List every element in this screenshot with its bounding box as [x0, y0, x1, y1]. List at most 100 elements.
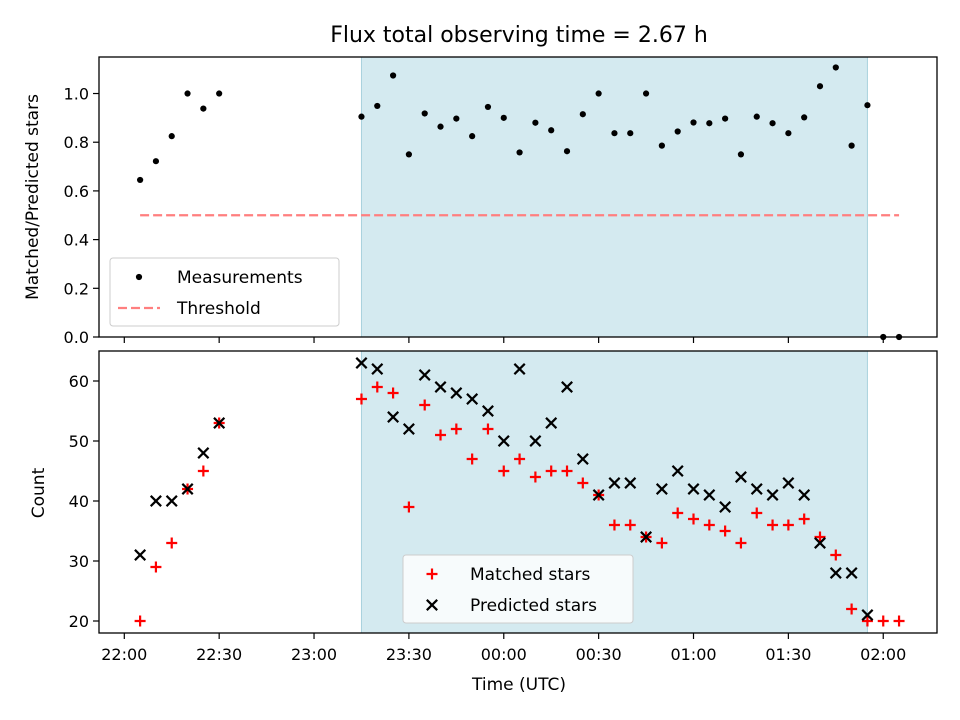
data-point [642, 90, 650, 97]
data-point [782, 477, 795, 489]
data-point [706, 120, 713, 127]
x-tick-label: 23:30 [386, 645, 432, 664]
series-measurements [137, 64, 903, 341]
legend-label: Matched stars [470, 565, 590, 585]
data-point [798, 513, 810, 525]
data-point [893, 615, 905, 627]
data-point [481, 405, 494, 417]
y-axis-label: Matched/Predicted stars [23, 94, 43, 300]
y-tick-label: 0.6 [64, 182, 89, 201]
data-point [402, 423, 415, 435]
data-point [576, 453, 589, 465]
data-point [766, 489, 779, 501]
data-point [497, 435, 510, 447]
data-point [767, 519, 779, 531]
data-point [816, 83, 824, 90]
measurement-points [137, 64, 903, 341]
data-point [197, 465, 209, 477]
data-point [830, 549, 842, 561]
data-point [466, 453, 478, 465]
data-point [864, 102, 871, 109]
data-point [532, 119, 539, 126]
data-point [149, 495, 162, 507]
data-point [703, 519, 715, 531]
data-point [829, 567, 842, 579]
data-point [624, 519, 636, 531]
data-point [421, 110, 428, 117]
y-tick-label: 60 [69, 372, 89, 391]
count-panel: 22:00 22:30 23:00 23:30 00:00 00:30 01:00 01:30… [29, 350, 938, 695]
data-point [529, 471, 541, 483]
chart-title: Flux total observing time = 2.67 h [330, 23, 708, 48]
data-point [687, 483, 700, 495]
data-point [355, 393, 367, 405]
data-point [703, 489, 716, 501]
data-point [469, 133, 476, 140]
x-tick-label: 01:30 [765, 645, 811, 664]
legend: Matched stars Predicted stars [402, 554, 634, 624]
data-point [611, 130, 618, 137]
data-point [577, 477, 589, 489]
y-axis-label: Count [29, 467, 49, 518]
data-point [434, 381, 447, 393]
data-point [861, 615, 873, 627]
data-point [545, 465, 557, 477]
plot-frame [98, 56, 938, 338]
data-point [513, 363, 526, 375]
data-point [751, 507, 763, 519]
data-point [656, 537, 668, 549]
count-points [134, 357, 905, 627]
legend: Measurements Threshold [109, 257, 340, 327]
data-point [437, 123, 444, 130]
data-point [861, 609, 874, 621]
data-point [498, 465, 510, 477]
ratio-panel: 0.0 0.2 0.4 0.6 0.8 1.0 Matched/Predicted sta… [23, 56, 938, 347]
data-point [719, 501, 732, 513]
data-point [500, 114, 507, 121]
y-axis-ticks: 0.0 0.2 0.4 0.6 0.8 1.0 [64, 85, 99, 347]
data-point [181, 483, 194, 495]
data-point [769, 120, 776, 127]
data-point [545, 417, 558, 429]
data-point [608, 519, 620, 531]
data-point [846, 603, 858, 615]
data-point [355, 357, 368, 369]
observing-window-shade [360, 56, 868, 338]
data-point [134, 615, 146, 627]
data-point [466, 393, 479, 405]
data-point [690, 119, 697, 126]
x-tick-label: 22:30 [196, 645, 242, 664]
data-point [563, 148, 571, 155]
x-axis-ticks: 22:00 22:30 23:00 23:30 00:00 00:30 01:00 01:30… [101, 633, 906, 664]
data-point [453, 115, 460, 122]
data-point [166, 537, 178, 549]
data-point [197, 447, 210, 459]
data-point [848, 142, 855, 149]
data-point [595, 90, 602, 97]
legend-box [109, 257, 340, 327]
data-point [592, 489, 605, 501]
data-point [450, 387, 463, 399]
data-point [734, 471, 747, 483]
data-point [514, 453, 526, 465]
data-point [387, 411, 400, 423]
data-point [785, 130, 792, 137]
y-tick-label: 40 [69, 492, 89, 511]
data-point [371, 381, 383, 393]
legend-label: Predicted stars [470, 596, 597, 616]
data-point [484, 103, 492, 111]
data-point [719, 525, 731, 537]
data-point [135, 273, 143, 281]
data-point [832, 64, 839, 71]
data-point [168, 133, 175, 140]
data-point [426, 568, 438, 580]
legend-swatch [426, 599, 438, 611]
data-point [658, 142, 665, 149]
x-tick-label: 01:00 [670, 645, 716, 664]
data-point [655, 483, 668, 495]
data-point [814, 531, 826, 543]
data-point [608, 477, 621, 489]
x-tick-marks [123, 337, 884, 343]
legend-swatch [426, 568, 438, 580]
